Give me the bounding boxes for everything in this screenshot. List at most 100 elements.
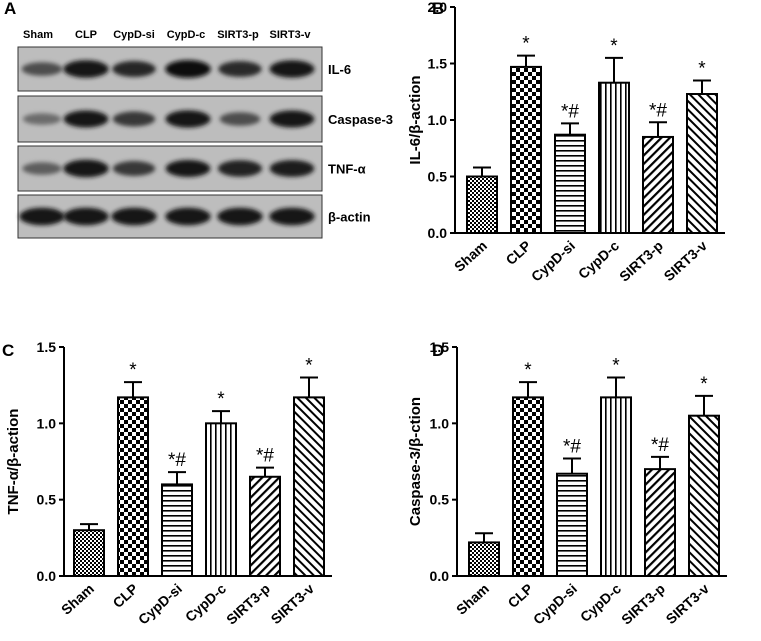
x-tick-label: CypD-si [135,580,185,627]
lane-label: CypD-c [167,29,206,41]
blot-band [269,207,315,226]
y-tick-label: 0.5 [430,492,450,508]
y-axis-label: Caspase-3/β-ction [407,397,424,526]
blot-band [269,160,315,177]
significance-marker: * [612,356,620,377]
blot-band [112,111,156,127]
blot-label: TNF-α [328,162,366,177]
bar-cypd-si [554,133,586,234]
significance-marker: * [610,36,618,57]
bar-clp [512,396,544,577]
bar-clp [117,396,149,577]
y-tick-label: 1.5 [37,339,57,355]
y-tick-label: 0.0 [37,568,57,584]
x-tick-label: Sham [451,237,490,274]
blot-band [63,159,109,178]
panel-a-western-blot: A Sham CLP CypD-si CypD-c SIRT3-p SIRT3-v IL-… [4,0,393,239]
y-tick-label: 1.5 [430,339,450,355]
chart-panel-b: B 0.0 0.5 1.0 1.5 2.0 IL-6/β-action Sham * CLP *# C… [407,0,725,285]
blot-band [165,207,211,226]
significance-marker: * [524,360,532,381]
blot-band [112,61,156,77]
y-tick-label: 0.0 [428,225,448,241]
blot-label: Caspase-3 [328,112,393,127]
y-tick-label: 1.0 [37,415,57,431]
bar-clp [510,65,542,234]
panel-label: B [432,0,444,18]
x-tick-label: CLP [109,580,141,611]
bar-cypd-c [600,396,632,577]
significance-marker: *# [563,436,581,457]
panel-label: D [432,341,444,360]
y-tick-label: 1.0 [428,112,448,128]
x-tick-label: SIRT3-v [663,580,713,627]
x-tick-label: CLP [502,237,534,268]
x-tick-label: Sham [453,580,492,617]
blot-band [165,160,211,177]
significance-marker: *# [256,446,274,467]
significance-marker: *# [561,101,579,122]
blot-strip: β-actin [17,194,371,239]
significance-marker: * [698,58,706,79]
blot-band [22,162,62,175]
y-tick-label: 1.5 [428,56,448,72]
x-tick-label: SIRT3-p [618,580,668,627]
significance-marker: * [305,356,313,377]
bar-sirt3-p [644,468,676,577]
x-tick-label: CypD-c [182,580,229,625]
blot-band [269,60,315,78]
bar-sirt3-v [293,396,325,577]
y-axis-label: TNF-α/β-action [5,409,22,515]
x-tick-label: SIRT3-p [616,237,666,284]
blot-band [219,112,261,126]
bar-cypd-c [205,422,237,578]
blot-band [22,113,62,125]
blot-band [269,110,315,128]
y-axis-label: IL-6/β-action [407,75,424,164]
blot-band [21,62,63,76]
blot-band [112,161,156,176]
x-tick-label: CypD-si [528,237,578,284]
blot-strip: Caspase-3 [17,95,393,143]
bar-cypd-c [598,81,630,234]
blot-band [165,110,211,128]
blot-band [63,60,109,78]
bar-cypd-si [161,483,193,577]
bar-sham [466,175,498,234]
blot-band [63,207,109,226]
bar-sirt3-v [686,93,718,235]
x-tick-label: CypD-c [575,237,622,282]
blot-band [217,160,263,177]
significance-marker: *# [651,435,669,456]
blot-band [19,207,65,226]
significance-marker: *# [649,100,667,121]
bar-sirt3-v [688,414,720,578]
blot-strip: TNF-α [17,145,366,192]
x-tick-label: SIRT3-v [268,580,318,627]
y-tick-label: 2.0 [428,0,448,15]
lane-labels: Sham CLP CypD-si CypD-c SIRT3-p SIRT3-v [23,29,311,41]
y-tick-label: 0.0 [430,568,450,584]
blot-strips: IL-6 Caspase-3 TNF-α β-actin [17,46,393,239]
lane-label: SIRT3-v [270,29,312,41]
lane-label: CLP [75,29,97,41]
lane-label: SIRT3-p [217,29,259,41]
y-tick-label: 1.0 [430,415,450,431]
significance-marker: * [129,360,137,381]
x-tick-label: SIRT3-v [661,237,711,284]
significance-marker: * [522,34,530,55]
blot-strip: IL-6 [17,46,351,92]
bar-sirt3-p [249,475,281,577]
significance-marker: * [217,389,225,410]
chart-panel-c: C 0.0 0.5 1.0 1.5 TNF-α/β-action Sham * CLP *# Cyp… [2,339,332,628]
bar-sham [73,529,105,578]
bar-cypd-si [556,472,588,578]
bar-sirt3-p [642,135,674,234]
x-tick-label: Sham [58,580,97,617]
blot-band [217,207,263,226]
significance-marker: * [700,374,708,395]
lane-label: CypD-si [113,29,155,41]
chart-panel-d: D 0.0 0.5 1.0 1.5 Caspase-3/β-ction Sham * CLP *#… [407,339,727,628]
lane-label: Sham [23,29,53,41]
x-tick-label: CypD-c [577,580,624,625]
